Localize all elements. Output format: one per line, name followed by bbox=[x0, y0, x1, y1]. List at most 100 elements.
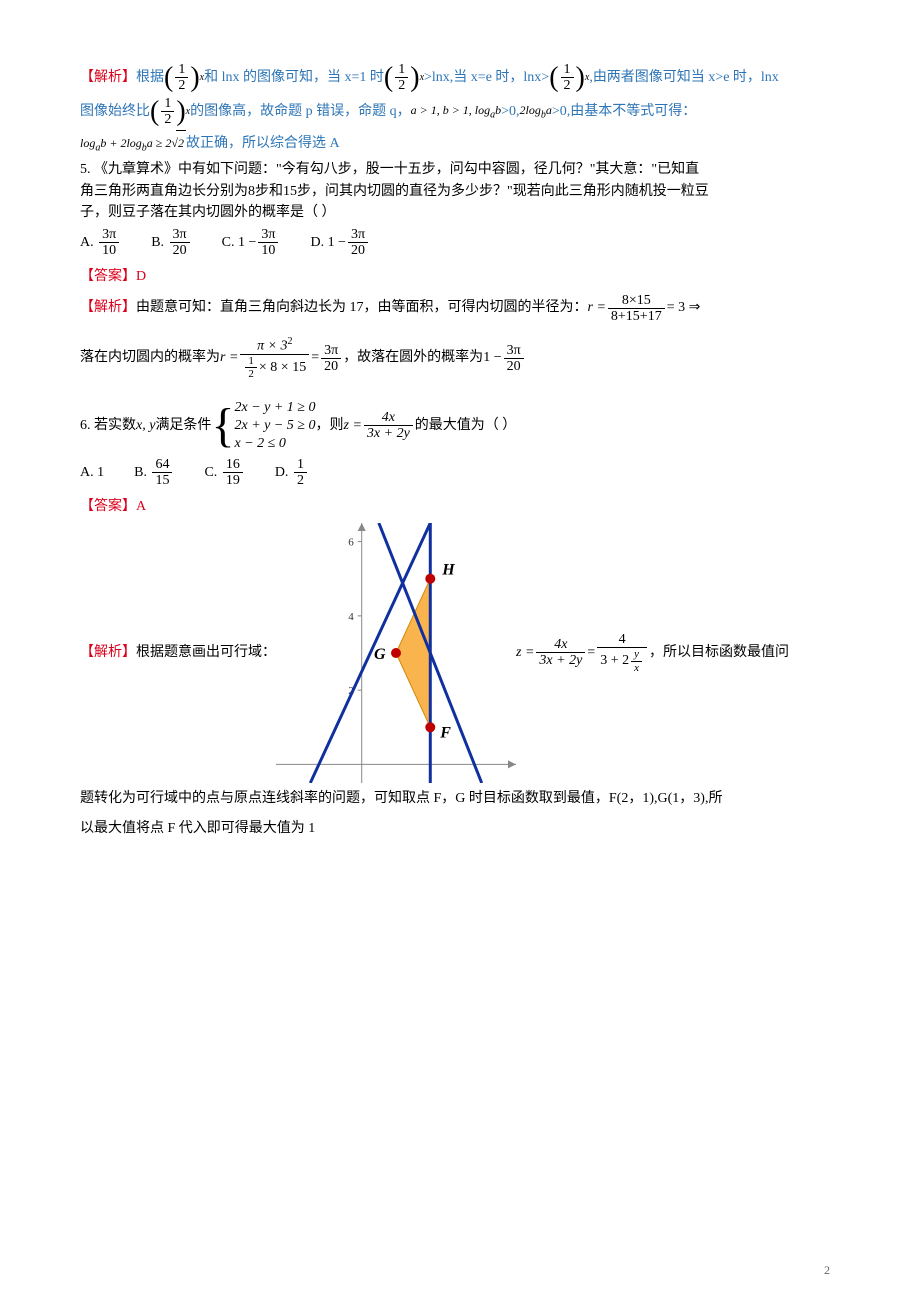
page-number: 2 bbox=[824, 1258, 830, 1282]
q5-stem: 5. 《九章算术》中有如下问题："今有勾八步，股一十五步，问勾中容圆，径几何？"… bbox=[80, 160, 840, 180]
q6-stem: 6. 若实数 x, y 满足条件 { 2x − y + 1 ≥ 0 2x + y… bbox=[80, 399, 840, 454]
text: 若实数 bbox=[94, 412, 136, 440]
q5-stem-3: 子，则豆子落在其内切圆外的概率是（ ） bbox=[80, 203, 840, 223]
answer-val: D bbox=[136, 263, 146, 291]
opt-c: C. bbox=[204, 459, 217, 487]
text: 根据 bbox=[136, 64, 164, 92]
svg-text:6: 6 bbox=[348, 536, 354, 548]
q-number: 5. bbox=[80, 160, 91, 180]
d: 10 bbox=[258, 243, 278, 258]
n: 1 bbox=[294, 457, 307, 473]
eq: r = bbox=[588, 294, 606, 322]
analysis-prefix: 【解析】 bbox=[80, 639, 136, 667]
t: 3 + 2 bbox=[600, 653, 629, 668]
n: 3π bbox=[258, 227, 278, 243]
text: 的图像高，故命题 p 错误，命题 q， bbox=[190, 98, 411, 126]
pre: 1 − bbox=[238, 229, 256, 257]
n: 3π bbox=[348, 227, 368, 243]
eq: = bbox=[311, 344, 319, 372]
d: 15 bbox=[152, 473, 172, 488]
text: 落在内切圆内的概率为 bbox=[80, 344, 220, 372]
text: 满足条件 bbox=[155, 412, 211, 440]
n: 4x bbox=[364, 410, 413, 426]
n: 3π bbox=[170, 227, 190, 243]
pre: 1 − bbox=[483, 344, 501, 372]
text: 题转化为可行域中的点与原点连线斜率的问题，可知取点 F，G 时目标函数取到最值，… bbox=[80, 785, 722, 813]
q5-analysis-1: 【解析】 由题意可知：直角三角向斜边长为 17，由等面积，可得内切圆的半径为： … bbox=[80, 293, 840, 325]
d: 8+15+17 bbox=[608, 309, 665, 324]
analysis-prefix: 【解析】 bbox=[80, 64, 136, 92]
sys-row: x − 2 ≤ 0 bbox=[234, 435, 315, 453]
sys-row: 2x − y + 1 ≥ 0 bbox=[234, 399, 315, 417]
feasible-region-chart: 246HGF bbox=[276, 523, 516, 783]
d: 2 bbox=[245, 368, 257, 380]
q5-stem-2: 角三角形两直角边长分别为8步和15步，问其内切圆的直径为多少步？"现若向此三角形… bbox=[80, 182, 840, 202]
n: 3π bbox=[504, 343, 524, 359]
eq: z = bbox=[344, 412, 362, 440]
q6-answer: 【答案】A bbox=[80, 493, 840, 521]
eq: = bbox=[587, 639, 595, 667]
t: × 8 × 15 bbox=[259, 360, 306, 375]
d: 10 bbox=[99, 243, 119, 258]
text: 和 lnx 的图像可知，当 x=1 时 bbox=[204, 64, 384, 92]
text: ，故落在圆外的概率为 bbox=[343, 344, 483, 372]
n: 3π bbox=[321, 343, 341, 359]
text: 的最大值为（ ） bbox=[415, 412, 517, 440]
opt-a: A. bbox=[80, 459, 94, 487]
svg-text:4: 4 bbox=[348, 611, 354, 623]
n: 1 bbox=[245, 355, 257, 368]
sup: 2 bbox=[288, 336, 293, 347]
text: 图像始终比 bbox=[80, 98, 150, 126]
text: 角三角形两直角边长分别为8步和15步，问其内切圆的直径为多少步？"现若向此三角形… bbox=[80, 182, 709, 202]
opt-b-label: B. bbox=[151, 229, 164, 257]
analysis-prefix: 【解析】 bbox=[80, 294, 136, 322]
q5-analysis-2: 落在内切圆内的概率为 r = π × 32 12× 8 × 15 = 3π20 … bbox=[80, 336, 840, 380]
d: 3x + 2y bbox=[364, 426, 413, 441]
text: ，所以目标函数最值问 bbox=[649, 639, 789, 667]
eq: r = bbox=[220, 344, 238, 372]
eq: z = bbox=[516, 639, 534, 667]
d: 3x + 2y bbox=[536, 653, 585, 668]
q4-analysis-line2: 图像始终比 (12)x 的图像高，故命题 p 错误，命题 q， a > 1, b… bbox=[80, 96, 840, 128]
text: 故正确，所以综合得选 A bbox=[186, 130, 340, 158]
text: 《九章算术》中有如下问题："今有勾八步，股一十五步，问勾中容圆，径几何？"其大意… bbox=[94, 160, 699, 180]
xy: x, y bbox=[136, 412, 155, 440]
answer-prefix: 【答案】 bbox=[80, 263, 136, 291]
text: 根据题意画出可行域： bbox=[136, 639, 276, 667]
q6-analysis-3: 以最大值将点 F 代入即可得最大值为 1 bbox=[80, 815, 840, 843]
text: ，则 bbox=[316, 412, 344, 440]
d: 20 bbox=[321, 359, 341, 374]
opt-a-label: A. bbox=[80, 229, 94, 257]
opt-d: D. bbox=[275, 459, 289, 487]
svg-text:H: H bbox=[441, 562, 455, 579]
answer-val: A bbox=[136, 493, 146, 521]
q5-options: A. 3π10 B. 3π20 C. 1 −3π10 D. 1 −3π20 bbox=[80, 227, 840, 259]
q5-answer: 【答案】D bbox=[80, 263, 840, 291]
d: 20 bbox=[504, 359, 524, 374]
opt-d-label: D. bbox=[310, 229, 324, 257]
n: 4x bbox=[536, 637, 585, 653]
text: 由题意可知：直角三角向斜边长为 17，由等面积，可得内切圆的半径为： bbox=[136, 294, 588, 322]
q-number: 6. bbox=[80, 412, 91, 440]
sqrt-val: 2 bbox=[176, 130, 186, 155]
text: 以最大值将点 F 代入即可得最大值为 1 bbox=[80, 815, 315, 843]
text: >lnx,当 x=e 时，lnx> bbox=[424, 64, 549, 92]
n: 8×15 bbox=[608, 293, 665, 309]
q6-analysis-1: 【解析】 根据题意画出可行域： 246HGF z = 4x3x + 2y = 4… bbox=[80, 523, 840, 783]
n: 64 bbox=[152, 457, 172, 473]
text: 子，则豆子落在其内切圆外的概率是（ ） bbox=[80, 203, 336, 223]
n: 4 bbox=[597, 632, 647, 648]
opt-c-label: C. bbox=[222, 229, 235, 257]
pre: 1 − bbox=[328, 229, 346, 257]
eq: = 3 ⇒ bbox=[667, 294, 701, 322]
n: 16 bbox=[223, 457, 243, 473]
d: 2 bbox=[294, 473, 307, 488]
svg-text:F: F bbox=[439, 724, 451, 741]
system-brace: { 2x − y + 1 ≥ 0 2x + y − 5 ≥ 0 x − 2 ≤ … bbox=[211, 399, 315, 454]
text: >0, bbox=[501, 98, 519, 126]
q6-options: A. 1 B. 6415 C. 1619 D. 12 bbox=[80, 457, 840, 489]
text: ,由两者图像可知当 x>e 时，lnx bbox=[589, 64, 779, 92]
v: 1 bbox=[97, 459, 104, 487]
q6-analysis-2: 题转化为可行域中的点与原点连线斜率的问题，可知取点 F，G 时目标函数取到最值，… bbox=[80, 785, 840, 813]
opt-b: B. bbox=[134, 459, 147, 487]
